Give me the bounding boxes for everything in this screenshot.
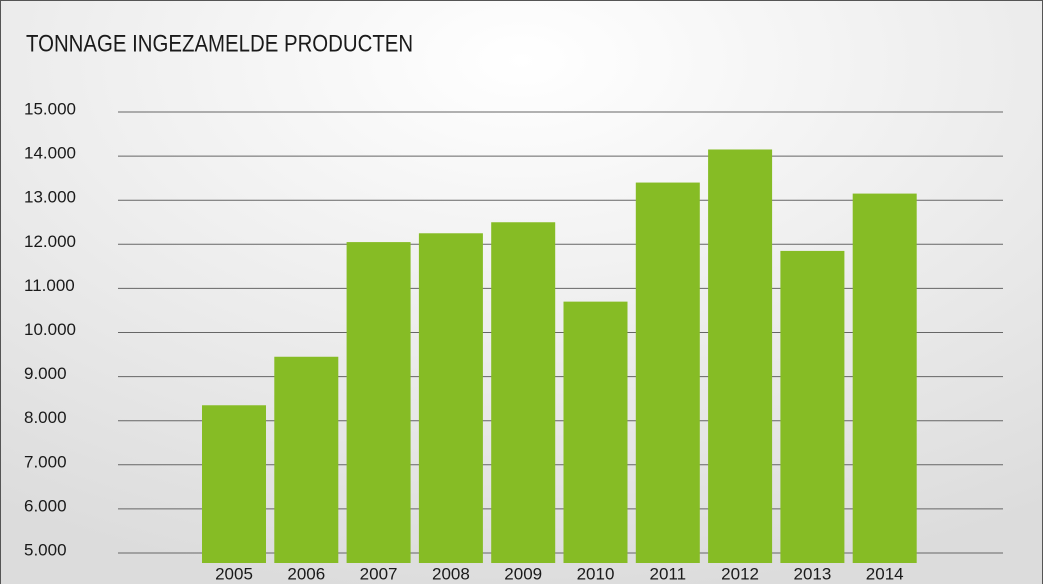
x-tick-label: 2005	[215, 564, 253, 583]
x-tick-label: 2008	[432, 564, 470, 583]
x-tick-label: 2006	[287, 564, 325, 583]
x-tick-label: 2014	[866, 564, 904, 583]
bar	[274, 356, 339, 563]
x-tick-label: 2013	[793, 564, 831, 583]
y-tick-label: 9.000	[24, 364, 67, 383]
bar	[202, 405, 266, 563]
x-tick-label: 2007	[360, 564, 398, 583]
bar	[635, 182, 700, 563]
chart-title: TONNAGE INGEZAMELDE PRODUCTEN	[26, 30, 413, 57]
x-tick-label: 2009	[504, 564, 542, 583]
y-tick-label: 15.000	[24, 99, 76, 118]
x-tick-label: 2012	[721, 564, 759, 583]
y-tick-label: 14.000	[24, 144, 76, 163]
y-tick-label: 5.000	[24, 540, 67, 559]
y-tick-label: 8.000	[24, 408, 67, 427]
x-tick-label: 2011	[650, 564, 687, 583]
y-tick-label: 10.000	[24, 320, 76, 339]
bar	[852, 193, 917, 563]
y-tick-label: 11.000	[24, 276, 75, 295]
bar	[780, 250, 845, 564]
x-tick-label: 2010	[577, 564, 615, 583]
y-tick-label: 12.000	[24, 232, 76, 251]
bar	[563, 301, 628, 563]
y-tick-label: 7.000	[24, 452, 67, 471]
y-tick-label: 6.000	[24, 496, 67, 515]
bars: 2005 2006 2007 2008 2009 2010 2011 2012 2013 2014	[202, 149, 917, 583]
bar	[346, 242, 411, 563]
bar	[708, 149, 773, 564]
y-tick-label: 13.000	[24, 188, 76, 207]
bar	[418, 233, 483, 563]
bar	[491, 222, 556, 563]
